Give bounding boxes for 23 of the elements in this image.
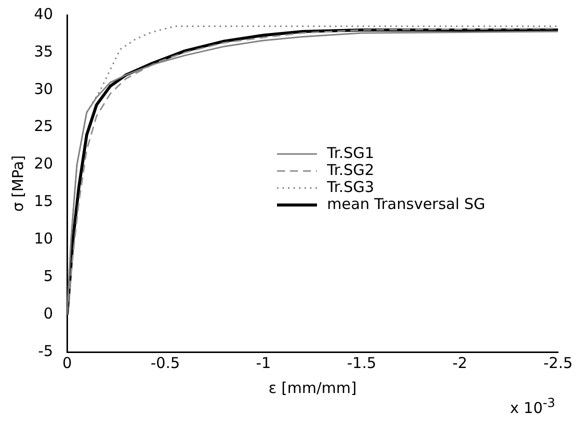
y-tick-label: -5 <box>38 342 54 360</box>
y-tick-label: 5 <box>44 267 54 285</box>
text: x 10$^{-3}$ <box>510 395 556 417</box>
y-tick-label: 25 <box>34 117 54 136</box>
y-axis-title: σ [MPa] <box>8 155 27 212</box>
legend-label: mean Transversal SG <box>327 195 486 213</box>
y-tick-label: 30 <box>34 80 54 98</box>
legend-label: Tr.SG1 <box>327 144 374 162</box>
y-tick-label: 40 <box>34 4 54 23</box>
x-tick-label: -2.5 <box>543 354 573 372</box>
x-tick-label: -2 <box>452 354 468 372</box>
y-tick-label: 0 <box>44 304 54 322</box>
x-tick-label: 0 <box>62 354 72 372</box>
legend-label: Tr.SG3 <box>327 178 374 196</box>
y-tick-label: 35 <box>34 42 54 60</box>
x-axis-title: ε [mm/mm] <box>268 378 357 397</box>
y-tick-label: 15 <box>34 192 54 210</box>
y-tick-label: 10 <box>34 230 54 248</box>
x-tick-label: -1 <box>256 354 271 372</box>
y-tick-label: 20 <box>34 154 54 173</box>
x-tick-label: -1.5 <box>346 354 376 372</box>
x-tick-label: -0.5 <box>150 354 180 372</box>
legend-label: Tr.SG2 <box>327 161 374 179</box>
